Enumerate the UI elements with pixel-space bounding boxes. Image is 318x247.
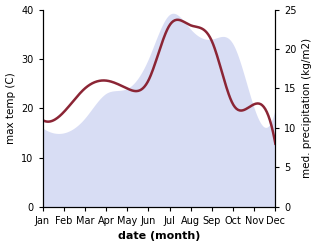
Y-axis label: max temp (C): max temp (C) — [5, 72, 16, 144]
Y-axis label: med. precipitation (kg/m2): med. precipitation (kg/m2) — [302, 38, 313, 178]
X-axis label: date (month): date (month) — [118, 231, 200, 242]
